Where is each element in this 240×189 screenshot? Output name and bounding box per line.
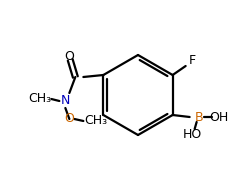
Text: O: O — [64, 50, 74, 64]
Text: OH: OH — [209, 111, 228, 123]
Text: F: F — [189, 54, 196, 67]
Text: B: B — [194, 111, 203, 123]
Text: N: N — [61, 94, 70, 108]
Text: CH₃: CH₃ — [84, 115, 107, 128]
Text: CH₃: CH₃ — [28, 92, 51, 105]
Text: HO: HO — [183, 128, 202, 140]
Text: O: O — [64, 112, 74, 125]
